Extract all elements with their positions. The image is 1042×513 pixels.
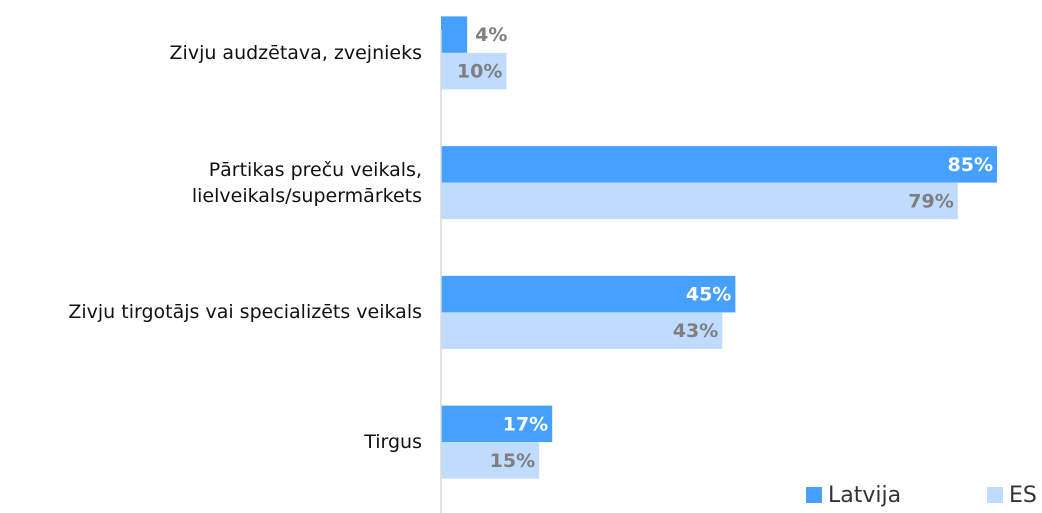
bar [441,182,958,220]
bar [441,52,507,90]
category-label: Tirgus [364,431,422,454]
bar [441,312,723,349]
bar [441,146,997,183]
bar [441,442,540,479]
value-label: 45% [686,284,731,306]
value-label: 85% [948,154,993,176]
legend-swatch [987,487,1003,503]
bar [441,16,468,53]
value-label: 10% [457,61,502,83]
legend-swatch [806,487,822,503]
category-label: Zivju tirgotājs vai specializēts veikals [68,301,422,324]
legend-label: Latvija [828,483,901,508]
category-label: Zivju audzētava, zvejnieks [169,41,422,64]
value-label: 4% [475,24,507,46]
bar [441,275,736,313]
category-label: Pārtikas preču veikals, lielveikals/supe… [191,158,422,207]
value-label: 17% [503,413,548,435]
bar [441,405,553,443]
legend-label: ES [1009,483,1037,508]
value-label: 79% [908,190,953,212]
value-label: 43% [673,320,718,342]
value-label: 15% [490,450,535,472]
